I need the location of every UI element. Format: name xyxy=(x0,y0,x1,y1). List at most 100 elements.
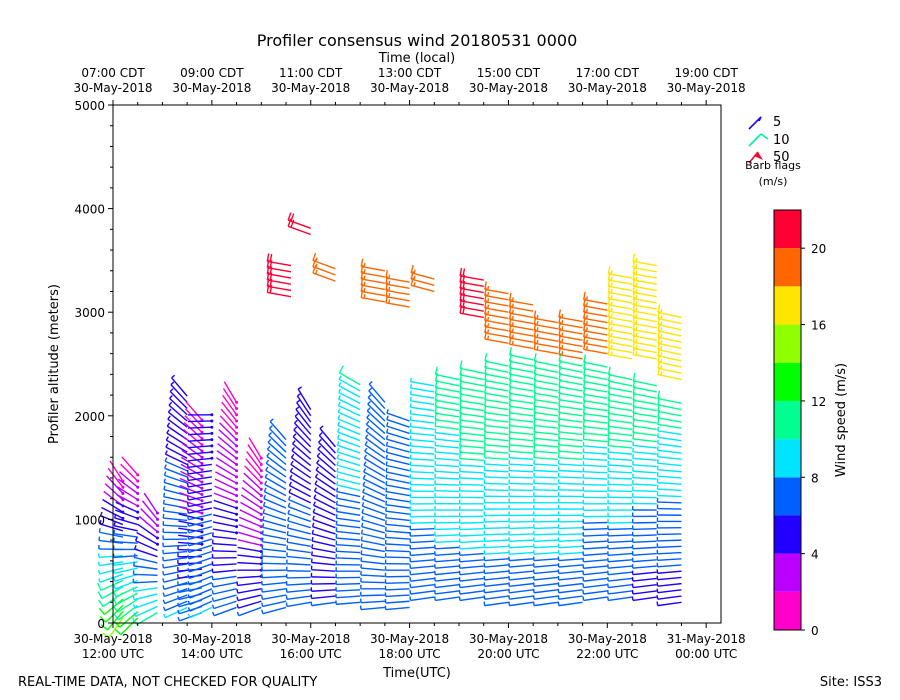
wind-barb-shaft xyxy=(262,519,287,528)
wind-barb-full-feather xyxy=(459,360,463,369)
wind-barb-shaft xyxy=(247,444,262,465)
wind-barb xyxy=(533,492,558,498)
wind-barb-half-feather xyxy=(134,545,137,550)
wind-barb-half-feather xyxy=(360,522,364,527)
wind-barb-shaft xyxy=(509,476,534,479)
colorbar-bin xyxy=(774,248,801,287)
wind-barb-full-feather xyxy=(632,253,636,262)
wind-barb-shaft xyxy=(187,426,212,429)
wind-barb xyxy=(267,438,287,459)
wind-barb-half-feather xyxy=(487,329,490,334)
wind-barb-half-feather xyxy=(97,569,101,575)
wind-barb-shaft xyxy=(338,398,361,411)
wind-barb-shaft xyxy=(237,539,262,546)
wind-barb xyxy=(360,564,385,571)
wind-barb-shaft xyxy=(99,573,124,583)
wind-barb-shaft xyxy=(509,354,534,361)
wind-barb-full-feather xyxy=(484,353,488,362)
wind-barb-shaft xyxy=(410,419,435,424)
wind-barb-shaft xyxy=(141,500,159,520)
wind-barb-calm-dot xyxy=(200,486,204,490)
wind-barb-shaft xyxy=(632,451,657,455)
wind-barb-shaft xyxy=(435,583,460,589)
wind-barb-shaft xyxy=(435,546,460,550)
wind-barb-shaft xyxy=(177,541,203,545)
wind-barb-half-feather xyxy=(291,446,296,451)
wind-barb xyxy=(239,509,263,522)
wind-barb-shaft xyxy=(385,543,410,546)
wind-barb-shaft xyxy=(509,412,534,417)
wind-barb xyxy=(285,595,311,601)
wind-barb-half-feather xyxy=(366,414,370,419)
wind-barb xyxy=(186,482,212,488)
wind-barb-half-feather xyxy=(293,426,298,431)
wind-barb xyxy=(338,382,361,398)
wind-barb xyxy=(657,426,682,436)
wind-barb-shaft xyxy=(410,278,435,286)
wind-barb xyxy=(287,509,311,523)
wind-barb-shaft xyxy=(99,567,124,575)
wind-barb-full-feather xyxy=(583,354,587,363)
wind-barb xyxy=(311,544,336,554)
wind-barb xyxy=(335,507,361,516)
wind-barb-shaft xyxy=(484,444,509,448)
wind-barb-shaft xyxy=(459,312,484,319)
wind-barb xyxy=(458,544,484,550)
wind-barb-calm-dot xyxy=(200,517,204,521)
wind-barb-half-feather xyxy=(315,269,318,275)
wind-barb xyxy=(211,594,237,602)
wind-barb-shaft xyxy=(657,475,682,479)
wind-barb-shaft xyxy=(213,514,237,522)
wind-barb-shaft xyxy=(336,557,361,560)
wind-barb-shaft xyxy=(385,510,410,515)
wind-barb xyxy=(187,563,213,573)
wind-barb xyxy=(409,390,435,399)
wind-barb-shaft xyxy=(189,581,213,593)
wind-barb xyxy=(337,414,361,429)
wind-barb-half-feather xyxy=(363,294,366,299)
x-top-tick-time-label: 11:00 CDT xyxy=(279,66,343,80)
wind-barb xyxy=(409,544,435,550)
wind-barb-shaft xyxy=(533,424,558,429)
wind-barb-shaft xyxy=(435,399,460,406)
wind-barb-full-feather xyxy=(410,264,414,274)
wind-barb-shaft xyxy=(484,366,509,373)
wind-barb-shaft xyxy=(99,523,124,532)
wind-barb xyxy=(246,451,263,473)
wind-barb xyxy=(532,543,558,549)
wind-barb-shaft xyxy=(509,405,534,411)
wind-barb xyxy=(582,538,608,544)
wind-barb-shaft xyxy=(135,605,158,618)
wind-barb-shaft xyxy=(316,462,336,479)
x-top-tick-date-label: 30-May-2018 xyxy=(667,81,746,95)
wind-barb xyxy=(314,473,336,491)
wind-barb-half-feather xyxy=(635,307,638,312)
wind-barb-shaft xyxy=(608,583,633,589)
wind-barb-shaft xyxy=(362,484,386,497)
wind-barb-half-feather xyxy=(165,443,169,448)
wind-barb-half-feather xyxy=(318,432,323,436)
wind-barb-full-feather xyxy=(533,310,537,319)
wind-barb-shaft xyxy=(632,335,657,341)
wind-barb xyxy=(312,252,336,270)
wind-barb xyxy=(607,525,633,531)
wind-barb xyxy=(365,420,386,441)
wind-barb xyxy=(360,550,385,559)
wind-barb xyxy=(266,445,287,466)
wind-barb-half-feather xyxy=(363,275,366,280)
wind-barb-shaft xyxy=(239,509,262,522)
wind-barb xyxy=(384,553,410,559)
wind-barb-shaft xyxy=(435,590,460,595)
wind-barb-shaft xyxy=(435,373,460,381)
wind-barb-shaft xyxy=(632,559,657,563)
wind-barb-shaft xyxy=(460,380,484,387)
wind-barb-half-feather xyxy=(166,422,171,427)
wind-barb-shaft xyxy=(533,437,558,442)
wind-barb-shaft xyxy=(632,596,657,602)
wind-barb-shaft xyxy=(312,533,336,541)
wind-barb xyxy=(458,531,484,537)
wind-barb xyxy=(162,535,188,541)
wind-barb xyxy=(335,547,361,554)
wind-barb xyxy=(312,265,336,282)
wind-barb-half-feather xyxy=(211,590,214,595)
